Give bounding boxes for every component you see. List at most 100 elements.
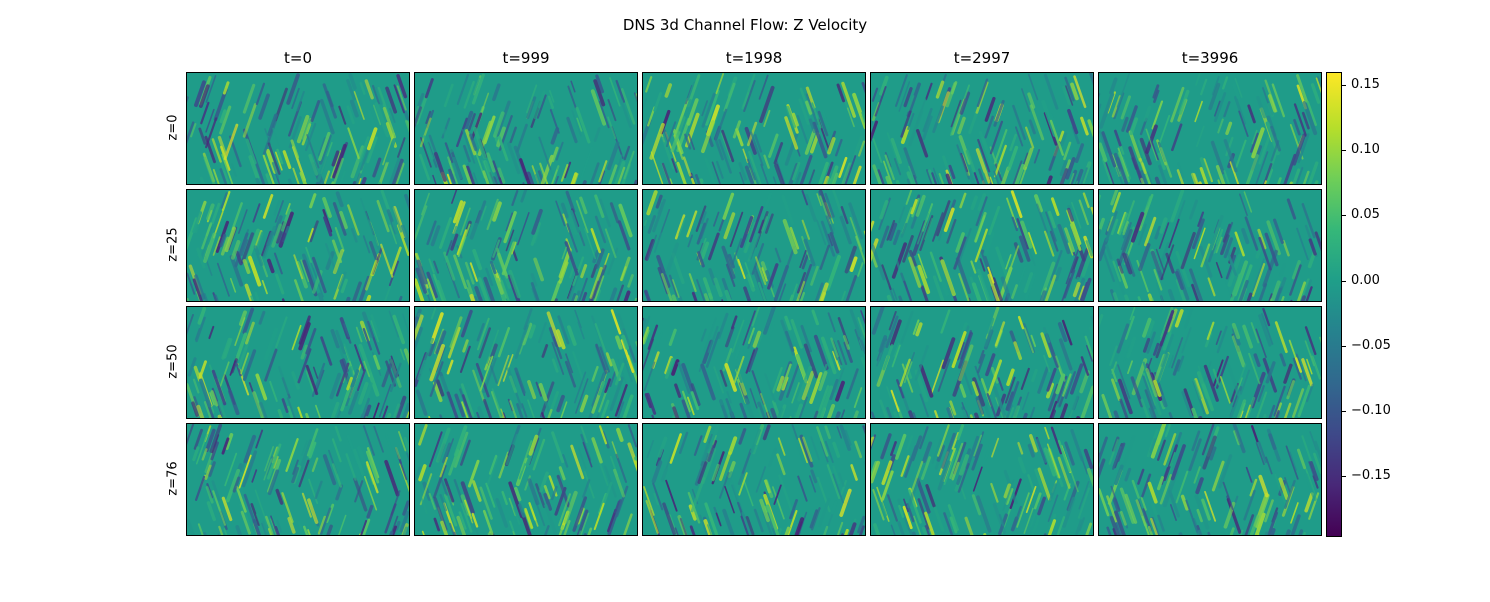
flow-streak [311,256,327,294]
flow-streak [1290,514,1301,535]
flow-streak [739,402,748,418]
flow-streak [949,442,964,479]
flow-streak [886,494,898,522]
flow-streak [1070,82,1079,101]
flow-streak [765,262,776,288]
flow-streak [1050,426,1063,455]
flow-streak [514,367,526,395]
flow-streak [572,351,585,382]
flow-streak [781,195,795,226]
flow-streak [1145,368,1158,398]
flow-streak [1114,464,1124,486]
flow-streak [1251,263,1266,297]
flow-streak [235,250,243,266]
flow-streak [298,321,311,351]
flow-streak [973,434,983,457]
flow-streak [764,373,776,403]
flow-streak [317,515,327,535]
flow-streak [1142,375,1156,410]
flow-streak [789,498,799,520]
flow-streak [1027,92,1036,109]
flow-streak [961,409,968,418]
flow-streak [356,369,366,392]
flow-streak [187,518,196,535]
flow-streak [481,92,490,113]
flow-streak [1036,438,1047,464]
flow-streak [915,322,923,337]
flow-streak [230,240,241,260]
flow-streak [643,486,655,516]
flow-streak [758,74,769,100]
flow-streak [872,138,883,164]
flow-streak [1111,95,1122,118]
flow-streak [688,133,696,151]
flow-streak [242,83,256,114]
flow-streak [474,285,483,301]
flow-streak [703,519,713,535]
flow-streak [198,360,207,379]
flow-streak [1140,170,1148,184]
flow-streak [296,114,310,144]
flow-streak [271,254,280,273]
flow-streak [298,459,310,488]
colorbar-tick-label: 0.15 [1351,77,1380,93]
flow-streak [723,212,736,240]
row-label: z=0 [165,114,181,140]
flow-streak [647,324,659,350]
flow-streak [903,147,917,180]
flow-streak [857,262,864,277]
flow-streak [291,466,300,484]
flow-streak [501,490,508,506]
flow-streak [548,90,555,103]
flow-streak [551,431,565,464]
flow-streak [799,154,813,184]
flow-streak [258,93,270,120]
flow-streak [1046,367,1057,392]
flow-streak [796,280,806,301]
flow-streak [816,219,827,245]
flow-streak [1017,315,1025,330]
flow-streak [633,460,637,471]
flow-streak [945,173,953,184]
flow-streak [252,519,262,535]
colorbar-tick-mark [1341,411,1346,413]
flow-streak [362,235,371,254]
flow-streak [818,190,832,220]
flow-streak [972,377,986,407]
flow-streak [1291,260,1301,280]
flow-streak [222,81,230,95]
flow-streak [251,469,258,483]
flow-streak [981,136,992,160]
flow-streak [830,500,838,515]
flow-streak [1025,485,1037,514]
flow-streak [1157,514,1165,532]
flow-streak [351,281,362,301]
flow-streak [1227,244,1241,281]
flow-streak [1218,454,1233,489]
flow-streak [1044,426,1050,440]
flow-streak [820,336,837,375]
flow-streak [1125,105,1138,133]
flow-streak [701,92,716,128]
flow-streak [430,312,444,345]
flow-streak [843,429,852,446]
flow-streak [603,481,613,504]
heatmap-panel [870,72,1094,185]
flow-streak [201,448,208,461]
flow-streak [1066,459,1079,493]
flow-streak [1013,242,1024,263]
heatmap-panel [186,306,410,419]
flow-streak [204,464,212,480]
flow-streak [1146,331,1157,354]
flow-streak [567,85,577,109]
flow-streak [854,440,863,459]
flow-streak [967,169,976,184]
flow-streak [984,442,993,461]
flow-streak [509,400,518,418]
flow-streak [974,211,987,243]
flow-streak [1195,477,1204,495]
flow-streak [1203,364,1219,402]
flow-streak [643,318,647,331]
flow-streak [891,344,901,368]
flow-streak [1233,429,1241,446]
